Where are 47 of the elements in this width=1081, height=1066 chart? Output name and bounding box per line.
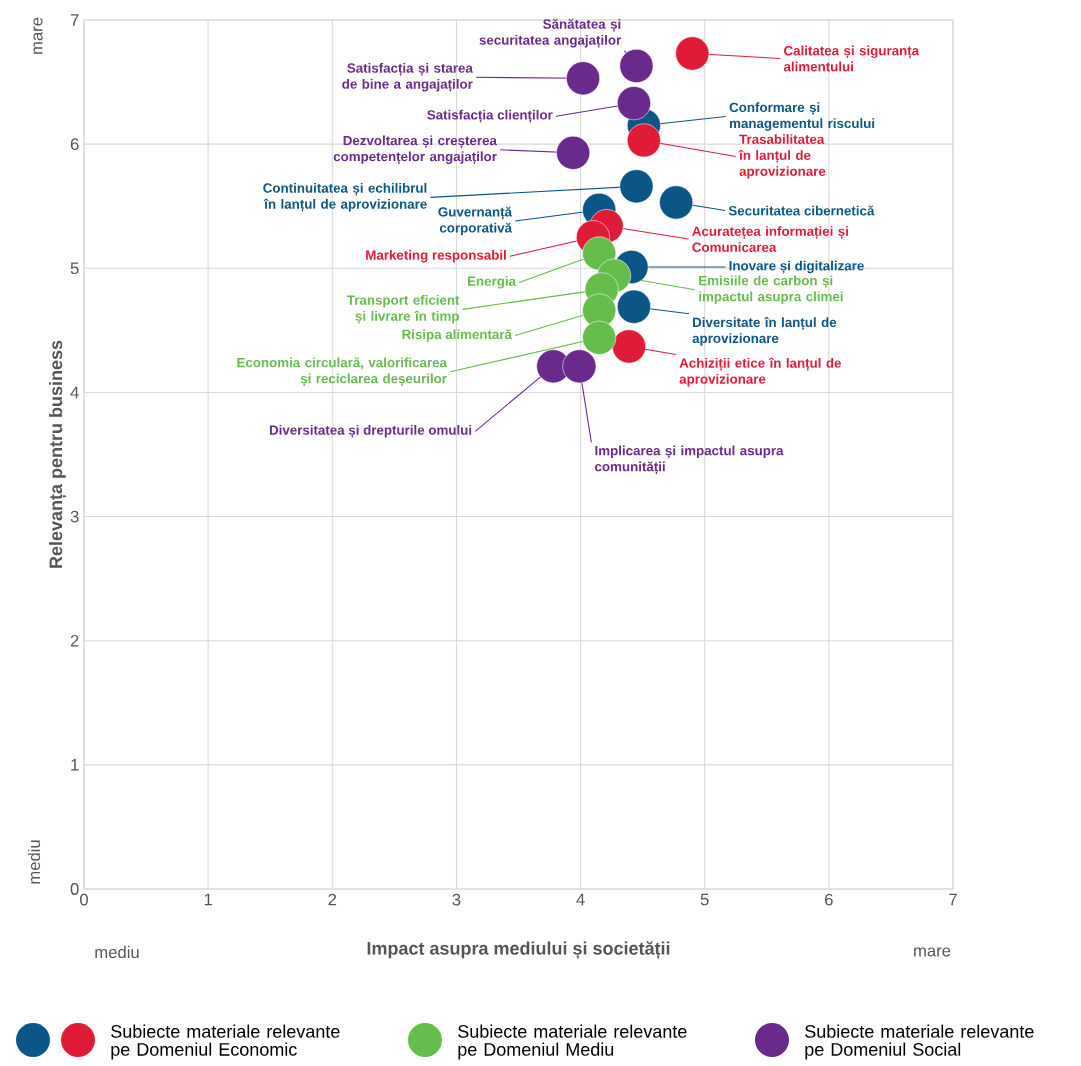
x-tick-label: 5 xyxy=(700,893,709,906)
y-tick-label: 6 xyxy=(70,138,79,151)
annotation: Conformare și managementul riscului xyxy=(729,102,875,131)
annotation: Sănătatea și securitatea angajaților xyxy=(479,18,622,48)
x-tick-label: 6 xyxy=(825,893,833,906)
legend-label: Subiecte materiale relevante pe Domeniul Social xyxy=(805,1024,1034,1060)
text: mediu xyxy=(27,840,41,884)
text: mediu xyxy=(95,945,139,959)
annotation: Continuitatea și echilibrul în lanțul de aprovizionare xyxy=(263,182,427,212)
legend-label: Subiecte materiale relevante pe Domeniul Mediu xyxy=(458,1024,687,1060)
x-tick-label: 4 xyxy=(576,893,585,906)
x-axis-title: Impact asupra mediului și societății xyxy=(367,941,670,959)
annotation: Acuratețea informației și Comunicarea xyxy=(692,226,848,252)
x-tick-label: 2 xyxy=(328,893,337,906)
y-tick-label: 2 xyxy=(70,634,79,647)
annotation: Achiziții etice în lanțul de aprovizionare xyxy=(679,357,841,387)
y-tick-label: 4 xyxy=(70,386,79,399)
annotation: Energia xyxy=(467,276,517,289)
legend-label: Subiecte materiale relevante pe Domeniul Economic xyxy=(111,1024,340,1060)
text: mare xyxy=(914,947,951,957)
annotation: Guvernanță corporativă xyxy=(438,206,513,236)
x-tick-label: 0 xyxy=(80,893,88,906)
text: mare xyxy=(33,17,43,54)
y-tick-label: 3 xyxy=(70,510,79,523)
annotation: Calitatea și siguranța alimentului xyxy=(783,45,920,72)
y-tick-label: 7 xyxy=(70,14,79,26)
annotation: Transport eficient și livrare în timp xyxy=(347,295,460,324)
x-tick-label: 1 xyxy=(204,893,212,906)
annotation: Risipa alimentară xyxy=(402,329,513,342)
annotation: Economia circulară, valorificarea și reciclarea deșeurilor xyxy=(237,357,448,387)
y-tick-label: 1 xyxy=(71,759,79,771)
annotation: Diversitate în lanțul de aprovizionare xyxy=(692,316,837,346)
y-tick-label: 5 xyxy=(70,262,79,275)
annotation: Trasabilitatea în lanțul de aprovizionare xyxy=(738,134,826,179)
y-tick-label: 0 xyxy=(70,883,79,895)
x-tick-label: 7 xyxy=(949,893,957,906)
annotation: Satisfacția și starea de bine a angajaților xyxy=(342,62,473,92)
annotation: Dezvoltarea și creșterea competențelor angajaților xyxy=(333,135,497,165)
x-tick-label: 3 xyxy=(452,893,461,906)
annotation: Implicarea și impactul asupra comunității xyxy=(595,445,784,475)
annotation: Diversitatea și drepturile omului xyxy=(269,424,472,438)
y-axis-title: Relevanța pentru business xyxy=(48,340,67,568)
annotation: Emisiile de carbon și impactul asupra climei xyxy=(699,275,843,304)
annotation: Inovare și digitalizare xyxy=(729,260,864,274)
annotation: Marketing responsabil xyxy=(366,250,506,263)
annotation: Securitatea cibernetică xyxy=(728,205,875,216)
annotation: Satisfacția clienților xyxy=(427,109,553,123)
